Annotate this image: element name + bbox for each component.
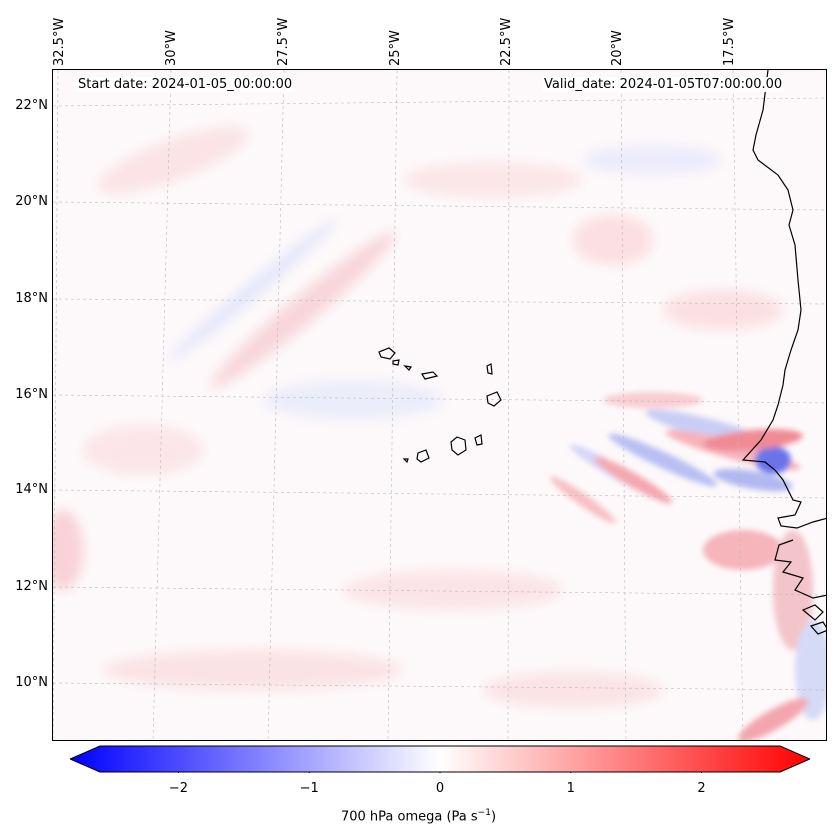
lat-label-18n: 18°N (15, 291, 48, 306)
lat-label-16n: 16°N (15, 387, 48, 402)
lat-label-20n: 20°N (15, 194, 48, 209)
graticule (53, 70, 826, 740)
cape-verde-islands (378, 347, 502, 464)
omega-field-shading (53, 126, 783, 708)
colorbar-tick-label: 1 (566, 781, 575, 796)
lon-label-25w: 25°W (388, 30, 403, 66)
map-panel (52, 69, 827, 741)
start-date-label: Start date: 2024-01-05_00:00:00 (76, 77, 295, 92)
lat-label-14n: 14°N (15, 482, 48, 497)
colorbar-tick-label: −1 (299, 781, 319, 796)
african-coastline (741, 70, 826, 635)
colorbar-tick-label: 0 (435, 781, 445, 796)
valid-date-label: Valid_date: 2024-01-05T07:00:00.00 (542, 77, 785, 92)
lon-label-20w: 20°W (610, 30, 625, 66)
lon-label-30w: 30°W (164, 30, 179, 66)
colorbar-gradient (70, 745, 810, 773)
omega-wave-pattern (550, 392, 826, 740)
lat-label-12n: 12°N (15, 579, 48, 594)
lon-label-22-5w: 22.5°W (499, 17, 514, 66)
colorbar-tick-label: 2 (697, 781, 706, 796)
lon-label-27-5w: 27.5°W (276, 17, 291, 66)
colorbar-label: 700 hPa omega (Pa s−1) (340, 808, 497, 825)
lat-label-10n: 10°N (15, 675, 48, 690)
lon-label-17-5w: 17.5°W (722, 17, 737, 66)
colorbar (70, 745, 810, 773)
omega-field-map (53, 70, 826, 740)
lat-label-22n: 22°N (15, 98, 48, 113)
lon-label-32-5w: 32.5°W (52, 17, 67, 66)
colorbar-tick-marks (177, 772, 703, 773)
colorbar-tick-label: −2 (168, 781, 189, 796)
